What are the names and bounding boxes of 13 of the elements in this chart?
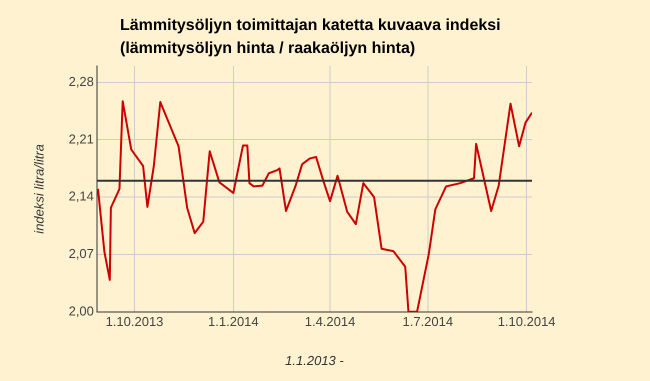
x-axis-title: 1.1.2013 - xyxy=(285,352,344,368)
y-tick-label: 2,07 xyxy=(68,246,94,262)
y-tick-label: 2,14 xyxy=(68,188,94,204)
x-tick-label: 1.4.2014 xyxy=(304,314,356,330)
chart-title: Lämmitysöljyn toimittajan katetta kuvaava indeksi (lämmitysöljyn hinta / raakaöljyn hinta) xyxy=(120,16,502,59)
x-tick-label: 1.10.2013 xyxy=(106,314,164,330)
x-tick-label: 1.1.2014 xyxy=(208,314,259,330)
y-tick-label: 2,21 xyxy=(68,131,94,146)
x-tick-label: 1.7.2014 xyxy=(402,314,454,330)
y-tick-label: 2,28 xyxy=(68,74,94,89)
y-axis-title: indeksi litra/litra xyxy=(31,144,46,234)
x-tick-label: 1.10.2014 xyxy=(498,314,556,330)
y-tick-label: 2,00 xyxy=(68,303,94,318)
